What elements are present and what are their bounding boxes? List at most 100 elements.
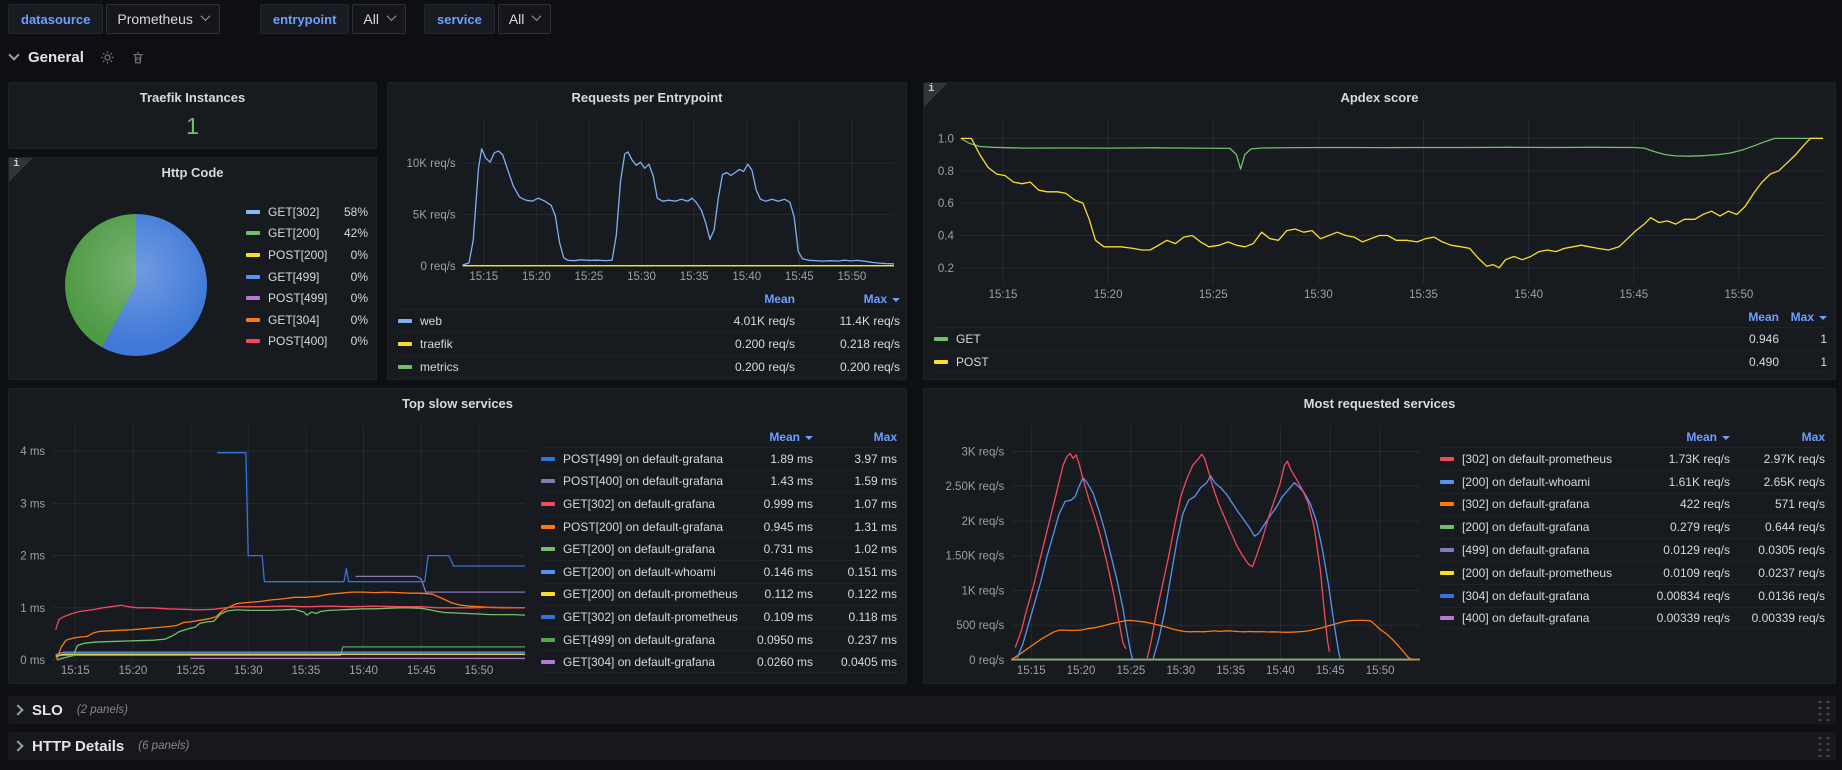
legend-row[interactable]: web 4.01K req/s 11.4K req/s bbox=[398, 309, 900, 332]
legend-item[interactable]: POST[499] 0% bbox=[246, 287, 368, 309]
legend-sort-max[interactable]: Max bbox=[795, 292, 900, 306]
legend-item[interactable]: POST[400] 0% bbox=[246, 331, 368, 353]
legend-label: GET[302] on default-prometheus bbox=[563, 609, 738, 624]
legend-row[interactable]: GET[200] on default-whoami 0.146 ms 0.151 … bbox=[541, 559, 897, 583]
series-color-swatch bbox=[934, 359, 948, 364]
legend-row[interactable]: [499] on default-grafana 0.0129 req/s 0.03… bbox=[1440, 538, 1825, 561]
legend-row[interactable]: GET[302] on default-prometheus 0.109 ms 0.… bbox=[541, 605, 897, 628]
requests-legend-table: Mean Max web 4.01K req/s 11.4K req/s traefik 0… bbox=[398, 289, 900, 378]
legend-max-value: 0.0237 req/s bbox=[1758, 565, 1825, 580]
chevron-right-icon bbox=[12, 704, 24, 716]
legend-sort-max[interactable]: Max bbox=[873, 430, 897, 444]
row-settings-gear-icon[interactable] bbox=[100, 50, 115, 65]
legend-row[interactable]: GET[200] on default-prometheus 0.112 ms 0.… bbox=[541, 582, 897, 606]
legend-item[interactable]: GET[200] 42% bbox=[246, 223, 368, 245]
legend-row[interactable]: GET[499] on default-grafana 0.0950 ms 0.23… bbox=[541, 627, 897, 651]
legend-row[interactable]: [302] on default-prometheus 1.73K req/s 2.… bbox=[1440, 447, 1825, 470]
panel-title[interactable]: Most requested services bbox=[1303, 395, 1456, 411]
legend-sort-mean[interactable]: Mean bbox=[733, 430, 813, 444]
legend-row[interactable]: GET[302] on default-grafana 0.999 ms 1.07 … bbox=[541, 492, 897, 515]
entrypoint-select[interactable]: All bbox=[352, 4, 406, 34]
legend-item[interactable]: GET[302] 58% bbox=[246, 201, 368, 223]
top-slow-timeseries-chart[interactable]: 15:15 15:20 15:25 15:30 15:35 15:40 15:45 15:50… bbox=[13, 417, 533, 679]
legend-mean-value: 1.43 ms bbox=[770, 474, 813, 489]
legend-row[interactable]: GET 0.946 1 bbox=[934, 327, 1827, 350]
legend-row[interactable]: [400] on default-grafana 0.00339 req/s 0.0… bbox=[1440, 606, 1825, 630]
panel-title[interactable]: Apdex score bbox=[1340, 89, 1419, 105]
legend-sort-max[interactable]: Max bbox=[1779, 310, 1827, 324]
legend-row[interactable]: [304] on default-grafana 0.00834 req/s 0.0… bbox=[1440, 583, 1825, 607]
panel-title[interactable]: Http Code bbox=[161, 164, 224, 180]
row-header-slo[interactable]: SLO (2 panels) bbox=[8, 696, 1836, 724]
datasource-select[interactable]: Prometheus bbox=[106, 4, 220, 34]
legend-row[interactable]: [302] on default-grafana 422 req/s 571 req… bbox=[1440, 492, 1825, 516]
legend-series-name: GET[302] on default-grafana bbox=[541, 497, 733, 511]
series-color-swatch bbox=[246, 252, 260, 257]
legend-row[interactable]: [200] on default-prometheus 0.0109 req/s 0… bbox=[1440, 560, 1825, 584]
svg-text:1K req/s: 1K req/s bbox=[961, 585, 1004, 597]
series-color-swatch bbox=[1440, 456, 1454, 461]
legend-row[interactable]: GET[200] on default-grafana 0.731 ms 1.02 … bbox=[541, 537, 897, 560]
sort-caret-icon bbox=[805, 435, 813, 440]
http-code-piechart[interactable] bbox=[65, 214, 207, 356]
row-drag-handle[interactable] bbox=[1816, 735, 1831, 757]
legend-row[interactable]: metrics 0.200 req/s 0.200 req/s bbox=[398, 355, 900, 378]
svg-text:15:50: 15:50 bbox=[1725, 289, 1754, 301]
svg-text:15:45: 15:45 bbox=[1619, 289, 1648, 301]
row-delete-trash-icon[interactable] bbox=[131, 50, 145, 65]
legend-row[interactable]: POST 0.490 1 bbox=[934, 350, 1827, 373]
panel-title[interactable]: Requests per Entrypoint bbox=[571, 89, 723, 105]
legend-item[interactable]: GET[304] 0% bbox=[246, 309, 368, 331]
legend-value: 42% bbox=[343, 226, 368, 241]
panel-title[interactable]: Traefik Instances bbox=[139, 89, 246, 105]
legend-sort-mean[interactable]: Mean bbox=[1635, 430, 1730, 444]
panel-title[interactable]: Top slow services bbox=[401, 395, 514, 411]
legend-item[interactable]: GET[499] 0% bbox=[246, 266, 368, 288]
panel-info-icon[interactable]: i bbox=[9, 158, 33, 182]
legend-max-value: 3.97 ms bbox=[854, 451, 897, 466]
legend-item[interactable]: POST[200] 0% bbox=[246, 244, 368, 266]
legend-sort-max[interactable]: Max bbox=[1801, 430, 1825, 444]
panel-most-requested-services: Most requested services 15:15 15:20 15:25 1… bbox=[923, 388, 1836, 684]
svg-text:15:15: 15:15 bbox=[989, 289, 1018, 301]
legend-sort-mean[interactable]: Mean bbox=[1748, 310, 1779, 324]
svg-text:15:30: 15:30 bbox=[1304, 289, 1333, 301]
svg-text:15:25: 15:25 bbox=[575, 271, 604, 283]
legend-series-name: [400] on default-grafana bbox=[1440, 611, 1635, 625]
requests-timeseries-chart[interactable]: 15:15 15:20 15:25 15:30 15:35 15:40 15:45 15:50… bbox=[392, 111, 902, 285]
svg-text:15:20: 15:20 bbox=[1067, 665, 1096, 677]
datasource-label: datasource bbox=[8, 4, 104, 34]
legend-row[interactable]: [200] on default-whoami 1.61K req/s 2.65K … bbox=[1440, 469, 1825, 493]
row-header-general[interactable]: General bbox=[8, 44, 145, 70]
svg-text:0 ms: 0 ms bbox=[20, 655, 45, 667]
legend-row[interactable]: POST[400] on default-grafana 1.43 ms 1.59 … bbox=[541, 469, 897, 493]
panel-info-icon[interactable]: i bbox=[924, 83, 948, 107]
legend-series-name: POST bbox=[934, 355, 1709, 369]
apdex-timeseries-chart[interactable]: 15:15 15:20 15:25 15:30 15:35 15:40 15:45 15:50… bbox=[928, 111, 1831, 303]
legend-mean-value: 0.0109 req/s bbox=[1663, 565, 1730, 580]
series-color-swatch bbox=[246, 317, 260, 322]
legend-series-name: [302] on default-grafana bbox=[1440, 497, 1635, 511]
legend-label: [499] on default-grafana bbox=[1462, 543, 1590, 558]
legend-max-value: 0.218 req/s bbox=[839, 337, 900, 351]
legend-row[interactable]: POST[200] on default-grafana 0.945 ms 1.31… bbox=[541, 514, 897, 538]
legend-series-name: traefik bbox=[398, 337, 690, 351]
most-requested-timeseries-chart[interactable]: 15:15 15:20 15:25 15:30 15:35 15:40 15:45 15:50… bbox=[928, 417, 1428, 679]
legend-row[interactable]: traefik 0.200 req/s 0.218 req/s bbox=[398, 332, 900, 355]
legend-row[interactable]: [200] on default-grafana 0.279 req/s 0.644… bbox=[1440, 515, 1825, 538]
series-color-swatch bbox=[541, 592, 555, 597]
series-line bbox=[1016, 475, 1341, 661]
series-color-swatch bbox=[541, 547, 555, 552]
legend-sort-mean[interactable]: Mean bbox=[764, 292, 795, 306]
svg-text:1.0: 1.0 bbox=[938, 133, 954, 145]
row-drag-handle[interactable] bbox=[1816, 699, 1831, 721]
legend-max-value: 1.02 ms bbox=[854, 542, 897, 557]
service-select[interactable]: All bbox=[497, 4, 552, 34]
series-color-swatch bbox=[398, 319, 412, 323]
legend-row[interactable]: POST[499] on default-grafana 1.89 ms 3.97 … bbox=[541, 447, 897, 470]
svg-text:10K req/s: 10K req/s bbox=[406, 158, 455, 170]
legend-max-value: 0.200 req/s bbox=[839, 359, 900, 374]
legend-row[interactable]: GET[304] on default-grafana 0.0260 ms 0.04… bbox=[541, 650, 897, 673]
svg-text:15:45: 15:45 bbox=[407, 665, 436, 677]
row-header-http-details[interactable]: HTTP Details (6 panels) bbox=[8, 732, 1836, 760]
